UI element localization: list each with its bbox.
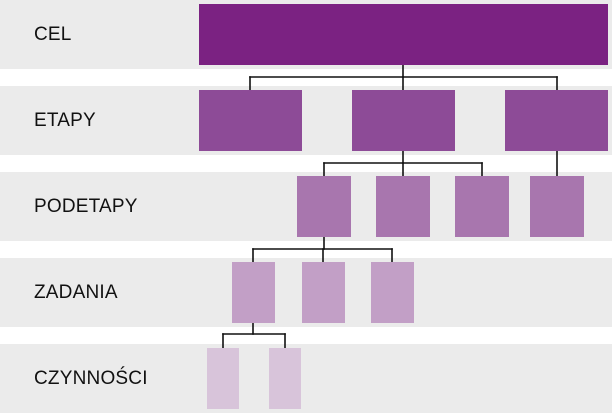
level-label-cel: CEL	[34, 23, 72, 45]
level-label-zadania: ZADANIA	[34, 281, 118, 303]
node-zadanie-2	[302, 262, 345, 323]
node-etap-3	[505, 90, 608, 151]
node-podetap-1	[297, 176, 351, 237]
node-podetap-4	[530, 176, 584, 237]
level-label-czynnosci: CZYNNOŚCI	[34, 367, 148, 389]
node-etap-1	[199, 90, 302, 151]
node-czynnosc-1	[207, 348, 239, 409]
node-cel	[199, 4, 608, 65]
node-podetap-2	[376, 176, 430, 237]
node-etap-2	[352, 90, 455, 151]
level-label-podetapy: PODETAPY	[34, 195, 138, 217]
node-zadanie-1	[232, 262, 275, 323]
node-zadanie-3	[371, 262, 414, 323]
node-czynnosc-2	[269, 348, 301, 409]
node-podetap-3	[455, 176, 509, 237]
level-band-czynnosci: CZYNNOŚCI	[0, 344, 612, 413]
level-label-etapy: ETAPY	[34, 109, 96, 131]
